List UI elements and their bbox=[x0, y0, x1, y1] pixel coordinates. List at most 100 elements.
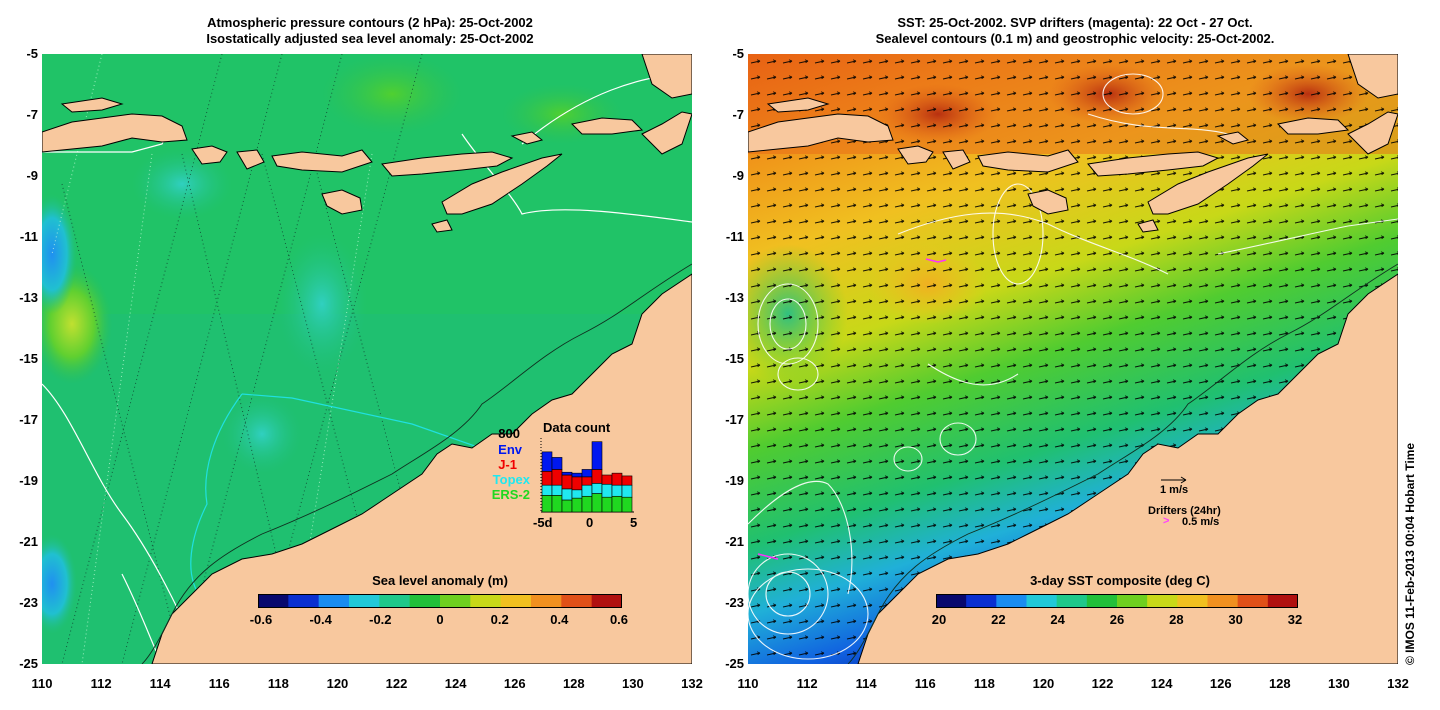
legend-ers2: ERS-2 bbox=[491, 487, 530, 502]
flores-island-r bbox=[1087, 151, 1220, 177]
left-lat-tick: -17 bbox=[19, 412, 38, 427]
left-lat-tick: -11 bbox=[19, 229, 38, 244]
tanimbar-island-r bbox=[1347, 111, 1398, 155]
lombok-island-r bbox=[942, 149, 971, 170]
data-count-title: Data count bbox=[543, 420, 611, 435]
right-lat-tick: -5 bbox=[732, 46, 744, 61]
lombok-island bbox=[236, 149, 265, 170]
left-lat-tick: -21 bbox=[19, 534, 38, 549]
left-colorbar-segment bbox=[440, 594, 471, 608]
right-lat-tick: -25 bbox=[725, 656, 744, 671]
data-count-bar-j1 bbox=[621, 475, 633, 486]
data-count-bar-j1 bbox=[581, 476, 593, 486]
data-count-ymax: 800 bbox=[498, 426, 520, 441]
left-lon-tick: 114 bbox=[149, 676, 171, 691]
data-count-bar-j1 bbox=[541, 470, 553, 486]
left-lon-tick: 128 bbox=[562, 676, 585, 691]
data-count-bar-ers bbox=[551, 495, 563, 513]
right-lon-tick: 118 bbox=[973, 676, 995, 691]
data-count-bar-env bbox=[571, 472, 583, 478]
left-colorbar-segment bbox=[531, 594, 562, 608]
tanimbar-island bbox=[641, 111, 692, 155]
left-lat-tick: -7 bbox=[26, 107, 38, 122]
flores-island bbox=[381, 151, 514, 177]
right-lat-tick: -21 bbox=[725, 534, 744, 549]
data-count-bar-ers bbox=[591, 493, 603, 513]
left-title-line2: Isostatically adjusted sea level anomaly… bbox=[206, 31, 534, 46]
left-colorbar-segment bbox=[409, 594, 441, 608]
data-count-bar-env bbox=[581, 469, 593, 478]
data-count-bar-topex bbox=[541, 484, 553, 496]
data-count-chart bbox=[540, 438, 634, 513]
data-count-bar-ers bbox=[611, 495, 623, 513]
right-title-line1: SST: 25-Oct-2002. SVP drifters (magenta)… bbox=[897, 15, 1253, 30]
right-lon-tick: 122 bbox=[1091, 676, 1114, 691]
rote-island bbox=[431, 219, 453, 233]
right-lon-tick: 110 bbox=[737, 676, 759, 691]
right-lon-tick: 124 bbox=[1150, 676, 1173, 691]
velocity-arrow-icon bbox=[1161, 476, 1187, 484]
drifter-marker-icon: > bbox=[1163, 515, 1170, 527]
data-count-bar-topex bbox=[591, 483, 603, 494]
drifter-legend-label: 0.5 m/s bbox=[1182, 516, 1220, 528]
left-lon-tick: 132 bbox=[681, 676, 703, 691]
small-island-2 bbox=[570, 117, 644, 135]
right-lat-tick: -23 bbox=[725, 595, 744, 610]
right-colorbar-tick: 32 bbox=[1287, 612, 1303, 627]
drifter-legend-title: Drifters (24hr) bbox=[1148, 505, 1221, 517]
data-count-bar-topex bbox=[561, 488, 573, 501]
data-count-bar-j1 bbox=[611, 472, 623, 486]
left-colorbar-segment bbox=[318, 594, 350, 608]
left-title-line1: Atmospheric pressure contours (2 hPa): 2… bbox=[207, 15, 533, 30]
data-count-bar-topex bbox=[611, 484, 623, 497]
left-lon-tick: 116 bbox=[208, 676, 230, 691]
data-count-bar-env bbox=[551, 457, 563, 470]
right-colorbar-title: 3-day SST composite (deg C) bbox=[1030, 573, 1210, 588]
left-colorbar-segment bbox=[288, 594, 320, 608]
australia-land bbox=[151, 273, 692, 664]
right-colorbar-tick: 28 bbox=[1169, 612, 1184, 627]
right-lon-tick: 128 bbox=[1268, 676, 1291, 691]
left-lat-tick: -9 bbox=[26, 168, 38, 183]
right-lon-tick: 112 bbox=[796, 676, 818, 691]
left-lon-tick: 110 bbox=[31, 676, 53, 691]
left-lon-tick: 112 bbox=[90, 676, 112, 691]
left-colorbar-segment bbox=[470, 594, 502, 608]
right-colorbar-segment bbox=[1177, 594, 1208, 608]
left-colorbar-title: Sea level anomaly (m) bbox=[372, 573, 508, 588]
bali-island-r bbox=[897, 145, 934, 165]
right-colorbar-segment bbox=[936, 594, 967, 608]
data-count-bar-topex bbox=[581, 484, 593, 497]
right-lon-tick: 130 bbox=[1328, 676, 1350, 691]
dc-xtick-1: 0 bbox=[586, 515, 594, 530]
data-count-bar-ers bbox=[561, 499, 573, 513]
left-lon-tick: 120 bbox=[326, 676, 349, 691]
data-count-bar-ers bbox=[601, 496, 613, 513]
rote-island-r bbox=[1137, 219, 1159, 233]
right-colorbar-segment bbox=[1147, 594, 1178, 608]
data-count-bar-ers bbox=[571, 497, 583, 513]
right-colorbar-tick: 30 bbox=[1228, 612, 1243, 627]
right-colorbar-segment bbox=[1026, 594, 1058, 608]
data-count-bar-ers bbox=[581, 495, 593, 513]
right-lon-tick: 126 bbox=[1209, 676, 1232, 691]
data-count-bar-j1 bbox=[591, 469, 603, 484]
right-colorbar-segment bbox=[1267, 594, 1298, 608]
data-count-bar-j1 bbox=[551, 469, 563, 486]
north-islands bbox=[60, 97, 124, 113]
right-colorbar-segment bbox=[1056, 594, 1088, 608]
left-colorbar-segment bbox=[500, 594, 532, 608]
new-guinea-tip bbox=[641, 54, 692, 99]
left-colorbar-segment bbox=[349, 594, 380, 608]
bali-island bbox=[191, 145, 228, 165]
legend-env: Env bbox=[498, 442, 522, 457]
right-colorbar-tick: 26 bbox=[1109, 612, 1125, 627]
left-lon-tick: 130 bbox=[622, 676, 644, 691]
left-lon-tick: 118 bbox=[267, 676, 289, 691]
right-lat-tick: -7 bbox=[732, 107, 744, 122]
small-island-1 bbox=[510, 131, 544, 145]
left-lon-tick: 122 bbox=[385, 676, 408, 691]
data-count-bar-j1 bbox=[571, 476, 583, 491]
left-lat-tick: -23 bbox=[19, 595, 38, 610]
right-colorbar-segment bbox=[966, 594, 997, 608]
